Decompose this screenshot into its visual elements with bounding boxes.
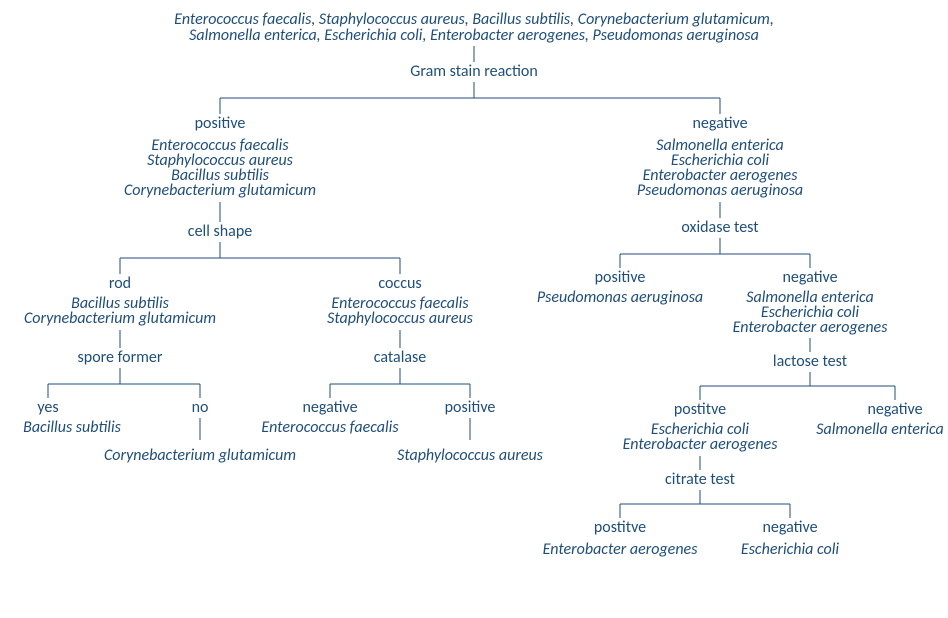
lactose-label: lactose test bbox=[773, 352, 848, 371]
catalase-label: catalase bbox=[374, 348, 427, 367]
rod-sp1: Corynebacterium glutamicum bbox=[24, 309, 216, 328]
rod-label: rod bbox=[109, 274, 131, 293]
citrate-label: citrate test bbox=[665, 470, 736, 489]
gram-positive-label: positive bbox=[195, 114, 246, 133]
gram-negative-label: negative bbox=[692, 114, 747, 133]
root-line2: Salmonella enterica, Escherichia coli, E… bbox=[189, 26, 759, 45]
cit-neg: negative bbox=[762, 518, 817, 537]
ox-neg: negative bbox=[782, 268, 837, 287]
spore-yes-sp: Bacillus subtilis bbox=[23, 418, 122, 437]
cit-neg-sp: Escherichia coli bbox=[741, 540, 840, 559]
oxidase-label: oxidase test bbox=[681, 218, 759, 237]
cat-neg: negative bbox=[302, 398, 357, 417]
ox-neg-sp2: Enterobacter aerogenes bbox=[733, 318, 889, 337]
coccus-sp1: Staphylococcus aureus bbox=[327, 309, 474, 328]
cat-neg-sp: Enterococcus faecalis bbox=[261, 418, 399, 437]
cellshape-label: cell shape bbox=[188, 222, 252, 241]
ox-pos-sp: Pseudomonas aeruginosa bbox=[537, 288, 703, 307]
coccus-label: coccus bbox=[378, 274, 421, 293]
lac-pos-sp1: Enterobacter aerogenes bbox=[623, 435, 779, 454]
spore-yes: yes bbox=[37, 398, 58, 417]
cat-pos: positive bbox=[445, 398, 496, 417]
gram-pos-sp3: Corynebacterium glutamicum bbox=[124, 181, 316, 200]
spore-no: no bbox=[192, 398, 209, 417]
gram-test-label: Gram stain reaction bbox=[410, 62, 538, 81]
cat-pos-sp: Staphylococcus aureus bbox=[397, 446, 544, 465]
cit-pos-sp: Enterobacter aerogenes bbox=[543, 540, 699, 559]
lac-pos: postitve bbox=[674, 400, 726, 419]
dichotomous-key-diagram: Enterococcus faecalis, Staphylococcus au… bbox=[0, 0, 948, 618]
lac-neg: negative bbox=[867, 400, 922, 419]
gram-neg-sp3: Pseudomonas aeruginosa bbox=[637, 181, 803, 200]
spore-label: spore former bbox=[78, 348, 163, 367]
cit-pos: postitve bbox=[594, 518, 646, 537]
ox-pos: positive bbox=[595, 268, 646, 287]
spore-no-sp: Corynebacterium glutamicum bbox=[104, 446, 296, 465]
lac-neg-sp: Salmonella enterica bbox=[816, 420, 944, 439]
